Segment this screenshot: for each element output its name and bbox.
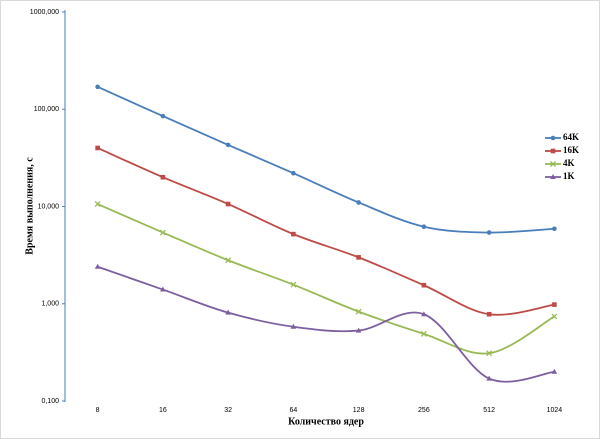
series-line (97, 147, 555, 316)
y-tick-label: 10,000 (38, 203, 60, 210)
x-tick-label: 16 (159, 407, 167, 414)
x-tick-label: 128 (353, 407, 365, 414)
marker (356, 200, 361, 205)
legend-marker (550, 135, 556, 141)
marker (551, 368, 558, 374)
y-tick-label: 1,000 (41, 301, 59, 308)
marker (225, 142, 231, 148)
x-tick-label: 32 (224, 407, 232, 414)
marker (551, 313, 558, 320)
marker (486, 230, 492, 235)
marker (356, 255, 361, 260)
legend-marker (550, 161, 556, 167)
x-tick-label: 64 (289, 407, 297, 414)
marker (225, 309, 231, 315)
marker (225, 201, 231, 207)
marker (94, 263, 101, 269)
marker (95, 84, 100, 90)
marker (421, 311, 427, 317)
marker (291, 170, 296, 176)
y-tick-label: 0,100 (41, 398, 59, 405)
marker (160, 286, 166, 292)
marker (486, 311, 492, 317)
y-tick-label: 100,000 (34, 106, 59, 113)
x-tick-label: 256 (418, 407, 430, 414)
legend-marker (550, 174, 556, 179)
marker (290, 323, 297, 329)
legend-label: 16K (563, 145, 579, 155)
marker (95, 145, 100, 151)
legend-label: 64K (563, 132, 579, 142)
x-tick-label: 8 (96, 407, 100, 414)
marker (552, 302, 557, 307)
marker (159, 229, 166, 236)
series-line (97, 265, 555, 383)
legend-label: 1K (563, 171, 575, 181)
marker (160, 113, 166, 119)
marker (291, 231, 296, 237)
marker (94, 201, 101, 207)
marker (421, 224, 427, 229)
marker (486, 350, 493, 357)
series-line (97, 86, 555, 234)
marker (420, 330, 427, 337)
legend-label: 4K (563, 158, 575, 168)
marker (421, 282, 427, 288)
y-tick-label: 1000,000 (30, 9, 59, 16)
marker (552, 226, 557, 232)
marker (160, 174, 166, 180)
marker (290, 281, 297, 288)
marker (355, 327, 362, 333)
legend-marker (550, 148, 556, 154)
x-tick-label: 1024 (547, 407, 563, 414)
marker (225, 257, 232, 264)
marker (486, 375, 492, 381)
marker (355, 308, 362, 315)
y-axis-title: Время выполнения, с (24, 157, 35, 255)
series-line (97, 203, 555, 355)
x-tick-label: 512 (483, 407, 495, 414)
x-axis-title: Количество ядер (288, 416, 364, 427)
